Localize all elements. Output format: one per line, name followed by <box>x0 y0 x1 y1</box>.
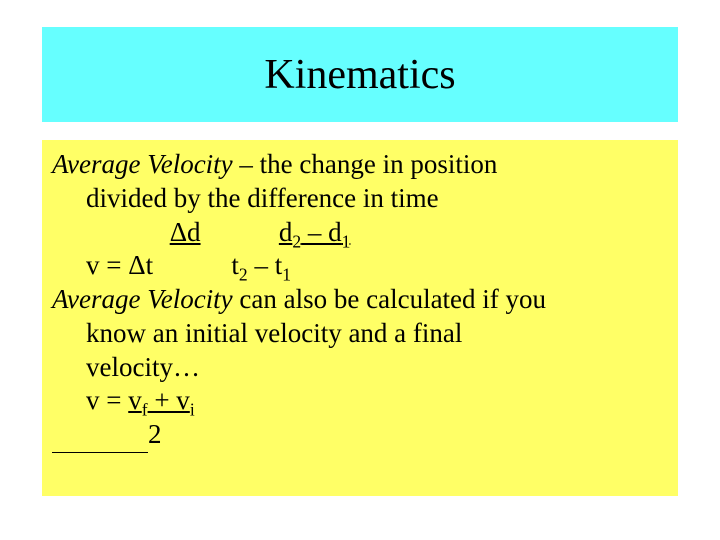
eq1-sub-1a: 1 <box>342 231 351 251</box>
eq1-v: v <box>86 250 100 280</box>
eq1-d-mid: – d <box>301 217 342 247</box>
definition-1: Average Velocity – the change in positio… <box>52 148 668 216</box>
eq1-delta-d: Δd <box>170 217 201 247</box>
eq1-sub-2b: 2 <box>239 265 248 285</box>
term-average-velocity-1: Average Velocity <box>52 149 233 179</box>
slide-title: Kinematics <box>264 51 455 99</box>
eq2-vfvi: vf + vi <box>128 385 194 415</box>
eq1-d-pre: d <box>279 217 293 247</box>
eq1-sub-2a: 2 <box>292 231 301 251</box>
slide: Kinematics Average Velocity – the change… <box>0 0 720 540</box>
eq2-plus-v: + v <box>148 385 190 415</box>
eq1-t-mid: – t <box>248 250 283 280</box>
def2-text-a: can also be calculated if you <box>233 284 546 314</box>
content-box: Average Velocity – the change in positio… <box>42 140 678 496</box>
eq1-delta-t: Δt <box>128 250 153 280</box>
eq2-sub-i: i <box>190 400 195 420</box>
vbar-placeholder-top <box>86 216 110 250</box>
equation-2-denominator-row: 2 <box>52 418 668 453</box>
eq2-vf-pre: v <box>128 385 142 415</box>
eq2-v-equals: v = <box>86 385 128 415</box>
def1-text-a: – the change in position <box>233 149 498 179</box>
definition-2: Average Velocity can also be calculated … <box>52 283 668 384</box>
eq1-sub-1b: 1 <box>282 265 291 285</box>
term-average-velocity-2: Average Velocity <box>52 284 233 314</box>
def2-text-b: know an initial velocity and a final <box>52 317 668 351</box>
eq2-denom-2: 2 <box>148 419 162 449</box>
equation-1-denominator-row: v = Δt t2 – t1 <box>52 249 668 283</box>
def2-text-c: velocity… <box>52 351 668 385</box>
eq1-d2d1: d2 – d1 <box>279 217 351 247</box>
eq1-t2t1: t2 – t1 <box>231 250 291 280</box>
equation-2-numerator-row: v = vf + vi <box>52 384 668 418</box>
def1-text-b: divided by the difference in time <box>52 182 668 216</box>
eq1-equals: = <box>100 250 129 280</box>
equation-1-numerator-row: Δd d2 – d1 <box>52 216 668 250</box>
eq2-underline-lead <box>52 418 148 453</box>
title-bar: Kinematics <box>42 27 678 122</box>
eq1-t-pre: t <box>231 250 239 280</box>
